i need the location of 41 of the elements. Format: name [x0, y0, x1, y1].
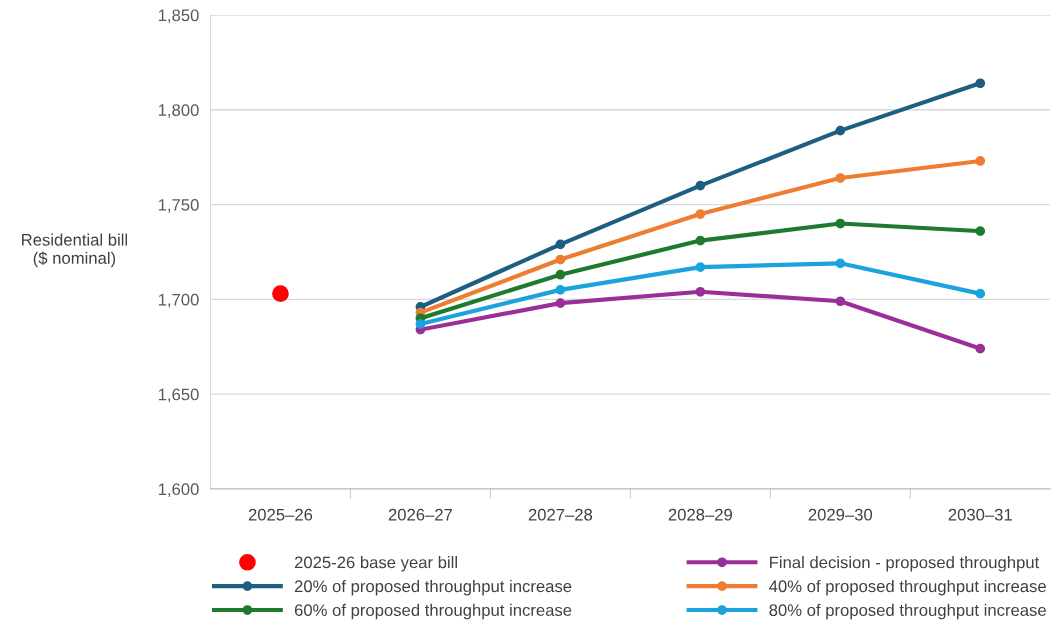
point [835, 218, 846, 229]
y-tick-label: 1,700 [158, 293, 199, 308]
point [555, 254, 566, 265]
point [975, 156, 986, 166]
point [695, 286, 706, 297]
y-tick-label: 1,750 [158, 198, 199, 213]
point [695, 209, 706, 219]
legend-label: 20% of proposed throughput increase [294, 579, 572, 596]
y-tick-label: 1,850 [158, 9, 199, 24]
point [975, 226, 986, 236]
point [415, 319, 426, 329]
point [555, 285, 566, 295]
point [835, 125, 846, 136]
x-tick-label: 2027–28 [528, 508, 593, 521]
x-tick-label: 2030–31 [948, 508, 1012, 521]
legend-label: 40% of proposed throughput increase [769, 579, 1046, 596]
point [975, 78, 986, 89]
point [555, 298, 566, 309]
x-tick-label: 2025–26 [248, 508, 313, 521]
point [555, 269, 566, 280]
x-tick-label: 2028–29 [668, 508, 732, 521]
point [835, 173, 846, 183]
x-tick-label: 2029–30 [808, 508, 873, 521]
point [835, 296, 846, 307]
legend-label: 60% of proposed throughput increase [294, 603, 572, 620]
point [695, 235, 706, 246]
point [975, 343, 986, 354]
point [695, 262, 706, 272]
y-tick-label: 1,650 [158, 388, 199, 403]
point [272, 285, 289, 303]
point [695, 180, 706, 191]
y-axis-title: Residential bill ($ nominal) [22, 233, 128, 268]
legend-label: 2025-26 base year bill [294, 556, 457, 572]
point [555, 239, 566, 250]
point [835, 258, 846, 269]
y-tick-label: 1,800 [158, 104, 199, 118]
legend-label: Final decision - proposed throughput [770, 556, 1040, 572]
x-tick-label: 2026–27 [388, 508, 453, 521]
point [975, 288, 986, 299]
legend-label: 80% of proposed throughput increase [769, 603, 1046, 620]
y-tick-label: 1,600 [158, 483, 199, 498]
